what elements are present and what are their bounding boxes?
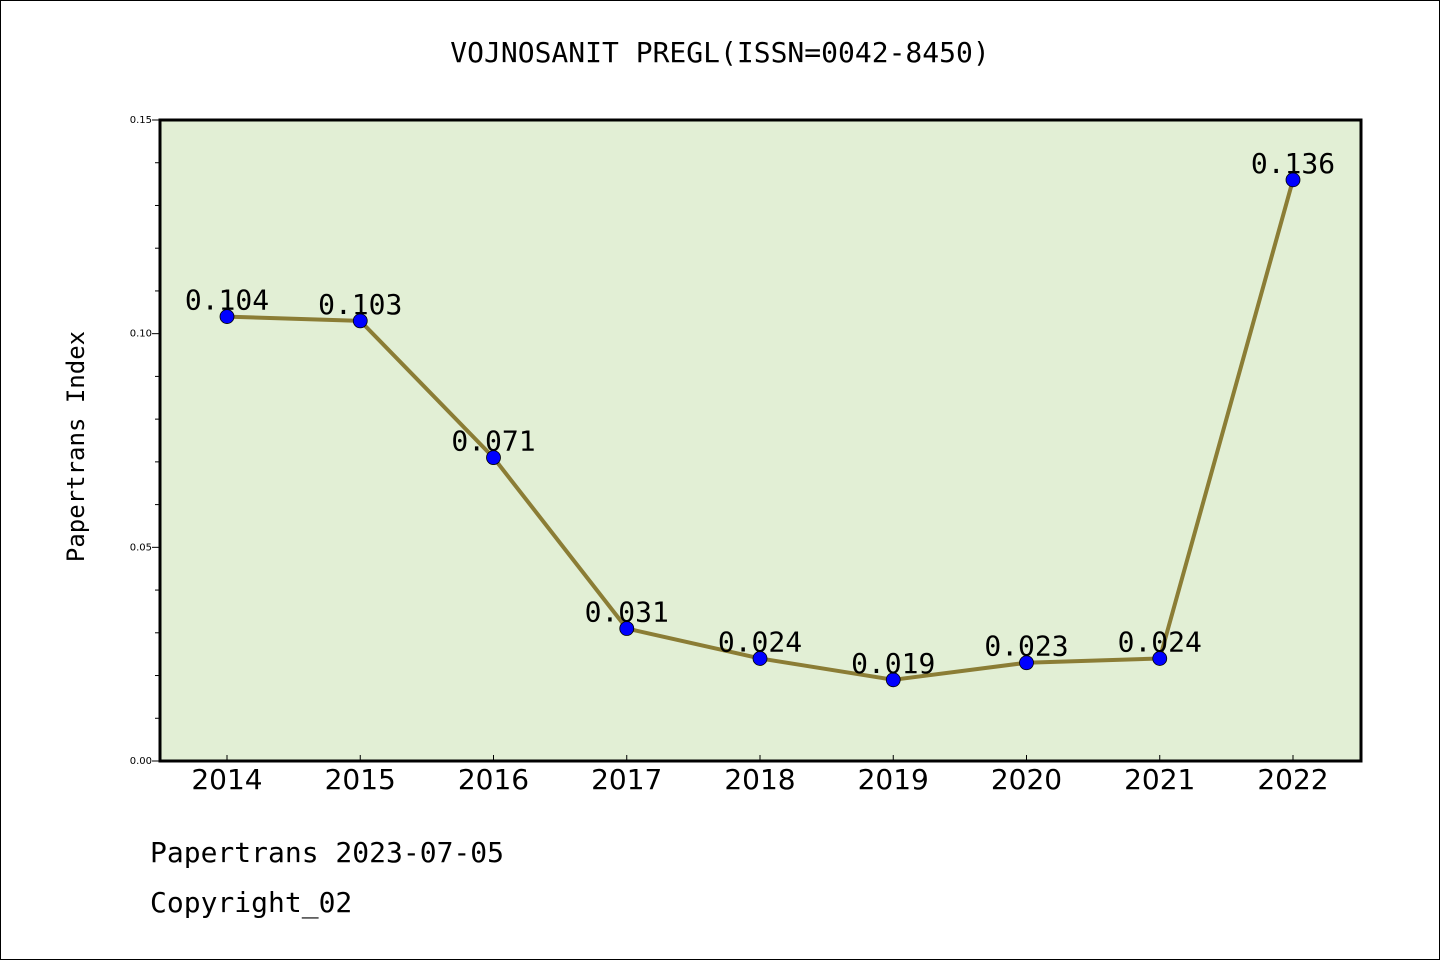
data-label-2014: 0.104 [185, 284, 269, 317]
x-tick-label: 2020 [991, 763, 1062, 796]
data-label-2017: 0.031 [585, 596, 669, 629]
data-label-2015: 0.103 [318, 288, 402, 321]
data-point-2022 [1285, 172, 1301, 188]
x-tick-label: 2018 [724, 763, 795, 796]
chart-title: VOJNOSANIT PREGL(ISSN=0042-8450) [450, 36, 990, 69]
y-axis: 0.00 0.05 0.10 0.15 [130, 115, 160, 767]
data-label-2016: 0.071 [451, 425, 535, 458]
series-markers [219, 172, 1301, 688]
x-tick-label: 2019 [858, 763, 929, 796]
data-label-2022: 0.136 [1251, 147, 1335, 180]
data-point-2017 [619, 621, 635, 636]
data-labels: 0.104 0.103 0.071 0.031 0.024 0.019 0.023 0.024… [185, 147, 1335, 680]
data-point-2021 [1152, 651, 1168, 666]
data-label-2018: 0.024 [718, 625, 802, 658]
y-tick-label: 0.10 [130, 329, 152, 340]
y-tick-label: 0.15 [130, 115, 152, 126]
x-tick-label: 2016 [458, 763, 529, 796]
data-point-2016 [486, 450, 501, 465]
footer-copyright: Copyright_02 [150, 886, 353, 919]
data-label-2019: 0.019 [851, 647, 935, 680]
data-point-2019 [885, 672, 901, 688]
y-tick-label: 0.00 [130, 756, 152, 767]
data-label-2020: 0.023 [984, 630, 1068, 663]
data-point-2014 [219, 309, 235, 324]
y-axis-label: Papertrans Index [62, 331, 90, 562]
x-tick-label: 2017 [591, 763, 662, 796]
data-point-2015 [352, 313, 368, 329]
footer-date: Papertrans 2023-07-05 [150, 836, 505, 869]
data-point-2020 [1019, 655, 1034, 671]
data-label-2021: 0.024 [1118, 625, 1202, 658]
y-tick-label: 0.05 [130, 542, 152, 553]
x-tick-label: 2021 [1124, 763, 1195, 796]
data-point-2018 [752, 651, 768, 666]
x-tick-label: 2022 [1257, 763, 1328, 796]
x-tick-label: 2014 [191, 763, 262, 796]
x-tick-label: 2015 [325, 763, 396, 796]
x-axis: 2014 2015 2016 2017 2018 2019 2020 2021 2022 [191, 755, 1329, 796]
